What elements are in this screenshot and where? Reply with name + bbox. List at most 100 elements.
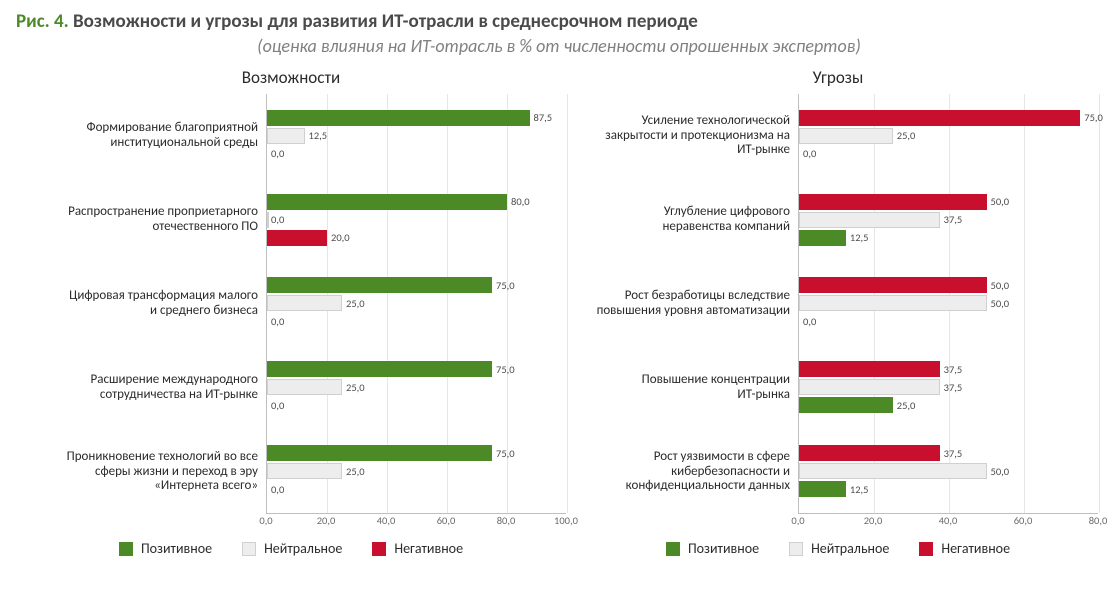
bar-group: 75,025,00,0 (267, 345, 566, 429)
bar-value-label: 0,0 (267, 146, 284, 162)
bar-neutral (799, 379, 940, 395)
bar-value-label: 75,0 (1080, 110, 1103, 126)
bar-positive (799, 481, 846, 497)
panel-threats: Угрозы Усиление технологическойзакрытост… (578, 67, 1098, 557)
bar-value-label: 0,0 (267, 397, 284, 413)
bar-value-label: 50,0 (987, 277, 1010, 293)
bar-row-positive: 12,5 (799, 230, 1098, 246)
bar-value-label: 50,0 (987, 194, 1010, 210)
x-tick: 100,0 (554, 514, 578, 527)
category-label: Распространение проприетарногоотечествен… (16, 178, 266, 262)
bar-positive (799, 397, 893, 413)
legend: Позитивное Нейтральное Негативное (16, 540, 566, 557)
category-label: Рост безработицы вследствиеповышения уро… (578, 262, 798, 346)
x-axis-ticks: 0,020,040,060,080,0 (798, 514, 1098, 530)
bar-value-label: 20,0 (327, 230, 350, 246)
panel-opportunities-title: Возможности (16, 67, 566, 88)
category-label: Углубление цифровогонеравенства компаний (578, 178, 798, 262)
category-label: Проникновение технологий во всесферы жиз… (16, 430, 266, 514)
bar-positive (267, 110, 530, 126)
figure-header: Рис. 4. Возможности и угрозы для развити… (16, 10, 1102, 57)
bar-group: 75,025,00,0 (267, 262, 566, 346)
figure-prefix: Рис. 4. (16, 10, 69, 33)
panels: Возможности Формирование благоприятнойин… (16, 67, 1102, 557)
bar-group: 87,5 12,5 0,0 (267, 94, 566, 178)
bar-row-negative: 0,0 (267, 397, 566, 413)
bar-row-neutral: 25,0 (799, 128, 1098, 144)
bar-row-neutral: 12,5 (267, 128, 566, 144)
swatch-positive-icon (666, 542, 680, 556)
bar-value-label: 12,5 (846, 481, 869, 497)
x-tick: 60,0 (1014, 514, 1033, 527)
bar-value-label: 37,5 (940, 445, 963, 461)
bar-neutral (267, 128, 305, 144)
bar-value-label: 0,0 (267, 212, 284, 228)
bar-value-label: 75,0 (492, 361, 515, 377)
bar-row-positive: 75,0 (267, 445, 566, 461)
bar-row-neutral: 0,0 (267, 212, 566, 228)
bar-group: 75,0 25,0 0,0 (799, 94, 1098, 178)
bar-value-label: 25,0 (342, 463, 365, 479)
swatch-negative-icon (372, 542, 386, 556)
plot-area: 75,025,00,050,037,512,550,050,00,037,537… (798, 94, 1098, 514)
bar-row-negative: 0,0 (267, 481, 566, 497)
category-labels: Усиление технологическойзакрытости и про… (578, 94, 798, 514)
bar-row-positive: 25,0 (799, 397, 1098, 413)
panel-opportunities: Возможности Формирование благоприятнойин… (16, 67, 566, 557)
bar-negative (799, 361, 940, 377)
figure: Рис. 4. Возможности и угрозы для развити… (0, 0, 1118, 563)
bar-value-label: 12,5 (305, 128, 328, 144)
bar-row-negative: 50,0 (799, 277, 1098, 293)
swatch-neutral-icon (789, 542, 803, 556)
category-label: Рост уязвимости в сферекибербезопасности… (578, 430, 798, 514)
bar-neutral (267, 379, 342, 395)
bar-neutral (799, 128, 893, 144)
bar-row-positive: 80,0 (267, 194, 566, 210)
bar-row-negative: 37,5 (799, 361, 1098, 377)
bar-value-label: 37,5 (940, 379, 963, 395)
bar-row-negative: 50,0 (799, 194, 1098, 210)
x-tick: 80,0 (1089, 514, 1108, 527)
chart-threats: Усиление технологическойзакрытости и про… (578, 94, 1098, 530)
bar-row-negative: 75,0 (799, 110, 1098, 126)
legend-positive-label: Позитивное (688, 540, 759, 557)
figure-title: Возможности и угрозы для развития ИТ-отр… (73, 10, 698, 33)
legend-positive: Позитивное (119, 540, 212, 557)
bar-row-negative: 37,5 (799, 445, 1098, 461)
bar-row-neutral: 25,0 (267, 295, 566, 311)
category-label: Цифровая трансформация малогои среднего … (16, 262, 266, 346)
x-tick: 20,0 (317, 514, 336, 527)
legend: Позитивное Нейтральное Негативное (578, 540, 1098, 557)
legend-negative-label: Негативное (394, 540, 463, 557)
bar-negative (267, 230, 327, 246)
bar-row-positive: 0,0 (799, 313, 1098, 329)
bar-value-label: 25,0 (342, 295, 365, 311)
category-label: Расширение международногосотрудничества … (16, 346, 266, 430)
bar-row-neutral: 37,5 (799, 212, 1098, 228)
bar-positive (267, 361, 492, 377)
legend-negative-label: Негативное (941, 540, 1010, 557)
bar-value-label: 0,0 (267, 313, 284, 329)
bar-value-label: 37,5 (940, 212, 963, 228)
x-tick: 0,0 (791, 514, 804, 527)
bar-row-positive: 0,0 (799, 146, 1098, 162)
x-tick: 40,0 (377, 514, 396, 527)
bar-value-label: 75,0 (492, 445, 515, 461)
bar-row-neutral: 25,0 (267, 463, 566, 479)
bar-positive (267, 277, 492, 293)
gridline (1099, 94, 1100, 513)
bar-negative (799, 445, 940, 461)
bar-neutral (799, 212, 940, 228)
bar-row-positive: 87,5 (267, 110, 566, 126)
legend-positive-label: Позитивное (141, 540, 212, 557)
bar-value-label: 12,5 (846, 230, 869, 246)
plot-area: 87,512,50,080,00,020,075,025,00,075,025,… (266, 94, 566, 514)
category-label: Формирование благоприятнойинституциональ… (16, 94, 266, 178)
bar-group: 37,550,012,5 (799, 429, 1098, 513)
bar-value-label: 25,0 (893, 128, 916, 144)
bar-negative (799, 110, 1080, 126)
bar-value-label: 37,5 (940, 361, 963, 377)
plot-outer: 87,512,50,080,00,020,075,025,00,075,025,… (266, 94, 566, 530)
legend-positive: Позитивное (666, 540, 759, 557)
legend-neutral-label: Нейтральное (264, 540, 342, 557)
